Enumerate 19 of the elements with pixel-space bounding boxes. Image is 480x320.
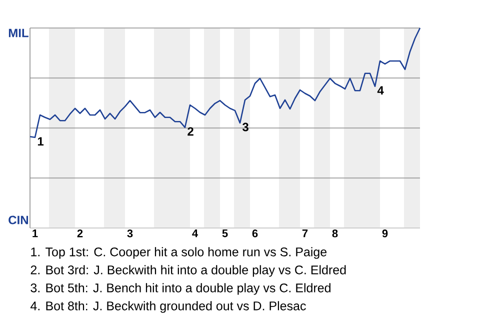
text: 4. Bot 8th: J. Beckwith grounded out vs D. Plesac <box>30 301 306 313</box>
text: 1. Top 1st: C. Cooper hit a solo home run vs S. Paige <box>31 247 327 259</box>
x-tick-label: 3 <box>127 230 133 238</box>
text: CIN <box>8 216 28 224</box>
text: MIL <box>8 28 28 38</box>
x-tick-label: 4 <box>192 230 198 238</box>
x-tick-label: 5 <box>222 230 228 238</box>
x-tick-label: 2 <box>77 230 83 238</box>
x-tick-label: 8 <box>332 230 338 238</box>
x-tick-label: 1 <box>32 230 38 238</box>
x-tick-label: 7 <box>302 230 308 238</box>
text: 2. Bot 3rd: J. Beckwith hit into a double play vs C. Eldred <box>30 265 346 277</box>
annotation: 4 <box>377 86 384 95</box>
annotation: 1 <box>38 137 44 146</box>
x-tick-label: 9 <box>382 230 388 238</box>
x-tick-label: 6 <box>252 230 258 238</box>
annotation: 2 <box>188 127 194 136</box>
annotation: 3 <box>242 122 248 132</box>
text: 3. Bot 5th: J. Bench hit into a double play vs C. Eldred <box>30 283 330 295</box>
